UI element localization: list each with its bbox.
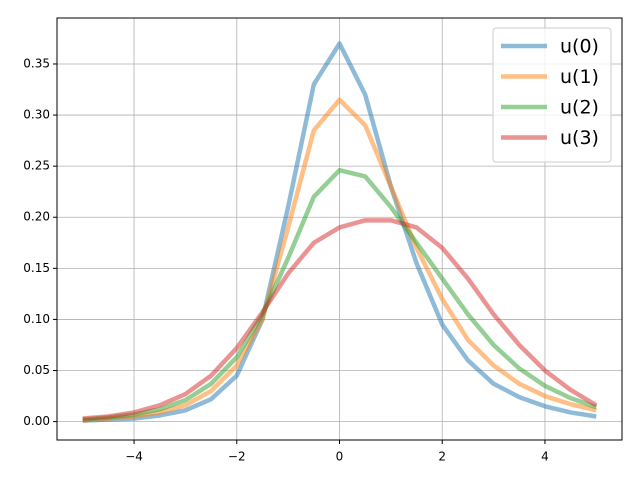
y-tick-label: 0.05 (23, 363, 50, 377)
line (82, 167, 598, 422)
line (82, 41, 597, 423)
y-tick-label: 0.35 (23, 56, 50, 70)
plot-frame (56, 17, 623, 441)
x-tick-label: −4 (125, 450, 143, 464)
legend-label: u(2) (560, 97, 599, 119)
y-tick-label: 0.30 (23, 108, 50, 122)
x-tick-label: 4 (541, 450, 549, 464)
y-tick-label: 0.20 (23, 210, 50, 224)
y-tick-label: 0.15 (23, 261, 50, 275)
legend-label: u(3) (560, 127, 599, 149)
y-tick-label: 0.25 (23, 159, 50, 173)
legend-label: u(0) (560, 36, 599, 58)
y-tick-label: 0.10 (23, 312, 50, 326)
legend-label: u(1) (560, 66, 599, 88)
legend: u(0) u(1) u(2) u(3) (492, 27, 612, 163)
legend-box (492, 27, 612, 163)
y-tick-label: 0.00 (23, 414, 50, 428)
x-tick-label: −2 (228, 450, 246, 464)
x-tick-label: 2 (438, 450, 446, 464)
line (82, 218, 598, 421)
line (82, 97, 597, 423)
x-tick-label: 0 (336, 450, 344, 464)
